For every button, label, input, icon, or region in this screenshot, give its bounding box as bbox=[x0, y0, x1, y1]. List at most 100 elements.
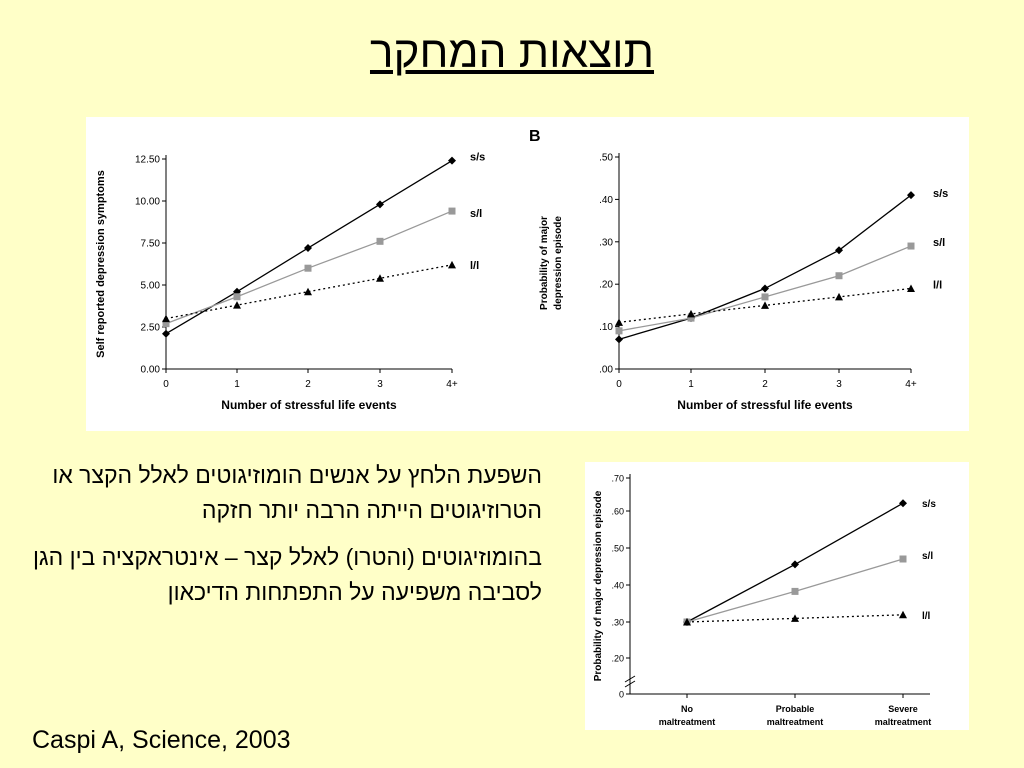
chart-b-y-tick-label: .00 bbox=[599, 365, 613, 376]
chart-b-point-s-l bbox=[615, 327, 623, 335]
chart-a-point-s-l bbox=[304, 264, 312, 272]
chart-a-x-tick-label: 4+ bbox=[446, 379, 458, 390]
slide-title: תוצאות המחקר bbox=[369, 28, 655, 77]
bullet-item-1: השפעת הלחץ על אנשים הומוזיגוטים לאלל הקצ… bbox=[52, 462, 542, 523]
chart-b-y-axis-label: Probability of major bbox=[539, 216, 550, 310]
bullet-list: השפעת הלחץ על אנשים הומוזיגוטים לאלל הקצ… bbox=[30, 458, 542, 622]
chart-b-point-l-l bbox=[687, 309, 695, 318]
chart-b-y-tick-label: .10 bbox=[599, 322, 613, 333]
chart-b-point-s-l bbox=[761, 293, 769, 301]
chart-a-y-tick-label: 2.50 bbox=[141, 323, 161, 334]
chart-b-point-s-s bbox=[835, 246, 843, 255]
chart-a-point-s-l bbox=[448, 207, 456, 215]
chart-a-point-l-l bbox=[304, 287, 312, 296]
chart-c-legend-s-s: s/s bbox=[922, 499, 936, 510]
chart-c-y-axis-label: Probability of major depression episode bbox=[593, 490, 604, 681]
chart-b-x-tick-label: 4+ bbox=[905, 379, 917, 390]
chart-b-legend-s-l: s/l bbox=[933, 237, 945, 249]
chart-b-y-tick-label: .50 bbox=[599, 153, 613, 164]
chart-b: .00 .10 .20 .30 .40 .50 0 1 2 3 4+ Number of stress… bbox=[529, 128, 948, 412]
chart-c-y-tick-label: .70 bbox=[611, 474, 624, 484]
chart-a-y-tick-label: 12.50 bbox=[135, 155, 160, 166]
chart-b-legend-s-s: s/s bbox=[933, 188, 948, 200]
chart-a-point-l-l bbox=[233, 301, 241, 309]
chart-a-point-l-l bbox=[162, 314, 170, 323]
chart-b-point-l-l bbox=[615, 318, 623, 326]
chart-a-x-axis-label: Number of stressful life events bbox=[221, 398, 397, 412]
chart-a-point-s-s bbox=[376, 200, 384, 209]
chart-b-point-l-l bbox=[907, 284, 915, 292]
chart-a-y-tick-label: 5.00 bbox=[141, 281, 161, 292]
chart-a-x-tick-label: 0 bbox=[163, 379, 169, 390]
chart-a-y-tick-label: 7.50 bbox=[141, 239, 161, 250]
chart-c-point-s-l bbox=[899, 555, 907, 563]
chart-b-y-tick-label: .40 bbox=[599, 195, 613, 206]
chart-c-legend-s-l: s/l bbox=[922, 551, 933, 562]
chart-c-y-tick-label: .60 bbox=[611, 507, 624, 517]
chart-c-y-tick-label: .30 bbox=[611, 618, 624, 628]
chart-a-point-s-l bbox=[162, 320, 170, 328]
chart-a-point-l-l bbox=[376, 274, 384, 282]
chart-b-y-tick-label: .30 bbox=[599, 237, 613, 248]
chart-b-x-tick-label: 0 bbox=[616, 379, 622, 390]
chart-b-point-l-l bbox=[835, 292, 843, 301]
chart-b-point-s-s bbox=[761, 284, 769, 293]
chart-b-x-tick-label: 2 bbox=[762, 379, 768, 390]
chart-c-y-tick-label: .50 bbox=[611, 544, 624, 554]
chart-a-legend-s-s: s/s bbox=[470, 152, 485, 164]
chart-b-x-tick-label: 3 bbox=[836, 379, 842, 390]
chart-c-series-line-l-l bbox=[686, 614, 904, 623]
chart-c-x-tick-label: maltreatment bbox=[659, 717, 716, 727]
chart-c-point-s-l bbox=[791, 587, 799, 595]
chart-a-point-s-s bbox=[304, 244, 312, 253]
chart-a-y-axis-label: Self reported depression symptoms bbox=[95, 170, 107, 358]
chart-b-x-tick-label: 1 bbox=[688, 379, 694, 390]
chart-panel-top: 0.00 2.50 5.00 7.50 10.00 12.50 0 1 2 3 4+ Number o… bbox=[86, 117, 969, 431]
chart-a-y-tick-label: 10.00 bbox=[135, 197, 160, 208]
chart-a-point-s-l bbox=[376, 237, 384, 245]
chart-b-series-line-s-s bbox=[618, 194, 912, 340]
chart-b-point-s-l bbox=[835, 272, 843, 280]
chart-c-axis-break bbox=[624, 675, 636, 683]
chart-c-legend-l-l: l/l bbox=[922, 611, 931, 622]
chart-c-point-s-s bbox=[899, 499, 907, 508]
chart-b-panel-label: B bbox=[529, 128, 541, 145]
chart-c-axis-break bbox=[624, 680, 636, 688]
chart-b-y-tick-label: .20 bbox=[599, 280, 613, 291]
chart-c-x-tick-label: Severe bbox=[888, 704, 918, 714]
chart-a-y-tick-label: 0.00 bbox=[141, 365, 161, 376]
chart-b-x-axis-label: Number of stressful life events bbox=[677, 398, 853, 412]
chart-c-y-tick-label: 0 bbox=[619, 690, 624, 700]
chart-c-x-tick-label: Probable bbox=[776, 704, 815, 714]
chart-a: 0.00 2.50 5.00 7.50 10.00 12.50 0 1 2 3 4+ Number o… bbox=[95, 152, 485, 412]
chart-b-point-s-s bbox=[907, 191, 915, 200]
chart-c-point-l-l bbox=[683, 618, 691, 626]
chart-a-x-tick-label: 2 bbox=[305, 379, 311, 390]
chart-a-point-s-s bbox=[448, 156, 456, 165]
chart-b-point-s-s bbox=[615, 335, 623, 344]
chart-c: 0 .20 .30 .40 .50 .60 .70 No maltreatment Probabl… bbox=[593, 474, 936, 728]
chart-a-point-l-l bbox=[448, 260, 456, 269]
chart-c-point-s-s bbox=[791, 560, 799, 569]
chart-c-point-l-l bbox=[899, 610, 907, 619]
chart-a-x-tick-label: 1 bbox=[234, 379, 240, 390]
chart-a-point-s-s bbox=[162, 329, 170, 338]
chart-a-x-tick-label: 3 bbox=[377, 379, 383, 390]
chart-b-y-axis-label: depression episode bbox=[553, 216, 564, 310]
bullet-item-2: בהומוזיגוטים (והטרו) לאלל קצר – אינטראקצ… bbox=[32, 544, 542, 605]
chart-b-point-l-l bbox=[761, 301, 769, 309]
chart-c-x-tick-label: maltreatment bbox=[767, 717, 824, 727]
chart-panel-bottom: 0 .20 .30 .40 .50 .60 .70 No maltreatment Probabl… bbox=[585, 462, 969, 730]
chart-c-point-l-l bbox=[791, 614, 799, 622]
chart-b-legend-l-l: l/l bbox=[933, 279, 942, 291]
chart-a-legend-s-l: s/l bbox=[470, 208, 482, 220]
chart-a-point-s-l bbox=[233, 293, 241, 301]
chart-c-x-tick-label: No bbox=[681, 704, 693, 714]
chart-c-x-tick-label: maltreatment bbox=[875, 717, 932, 727]
chart-b-point-s-l bbox=[687, 314, 695, 322]
chart-c-y-tick-label: .20 bbox=[611, 654, 624, 664]
chart-c-y-tick-label: .40 bbox=[611, 581, 624, 591]
citation: Caspi A, Science, 2003 bbox=[32, 726, 291, 754]
chart-b-point-s-l bbox=[907, 242, 915, 250]
chart-a-legend-l-l: l/l bbox=[470, 260, 479, 272]
